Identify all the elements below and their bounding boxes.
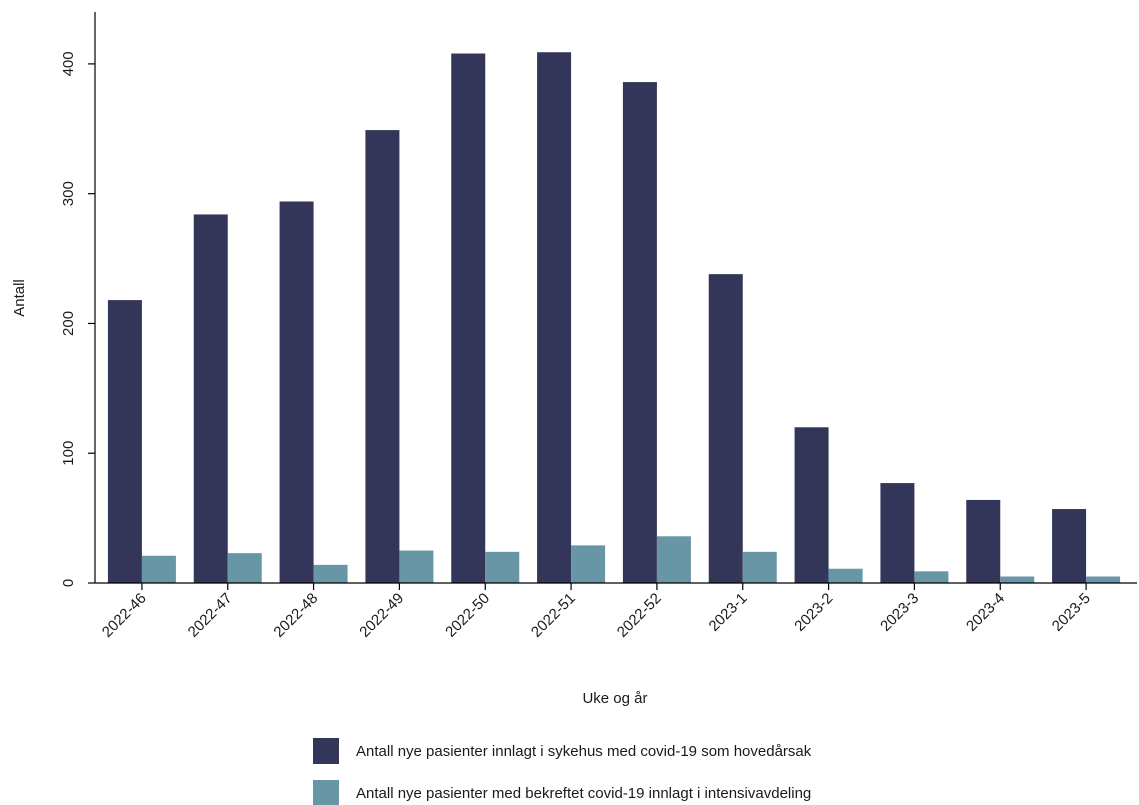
bar-icu [656,536,691,583]
x-tick-label: 2023-4 [963,590,1008,635]
bar-hospital [193,214,228,584]
bar-hospital [966,499,1001,583]
bar-hospital [107,300,142,583]
x-tick-label: 2022-46 [99,590,150,641]
bar-hospital [365,130,400,583]
y-ticks: 0 100 200 300 400 [60,51,95,587]
bar-icu [141,555,176,583]
bar-icu [828,568,863,583]
y-tick-label: 200 [60,311,77,336]
bar-icu [1086,576,1121,583]
bar-icu [1000,576,1035,583]
legend: Antall nye pasienter innlagt i sykehus m… [313,738,812,805]
bar-hospital [451,53,486,583]
bar-icu [313,564,348,583]
bar-icu [399,550,434,583]
x-tick-label: 2023-2 [791,590,836,635]
bar-hospital [279,201,314,583]
x-tick-label: 2022-49 [356,590,407,641]
x-tick-label: 2022-52 [614,590,665,641]
y-axis-title: Antall [11,279,28,317]
y-tick-label: 400 [60,51,77,76]
y-tick-label: 0 [60,579,77,587]
bar-hospital [708,274,743,583]
legend-swatch-icu [313,780,339,805]
x-tick-label: 2022-51 [528,590,579,641]
bars-layer [107,52,1121,584]
bar-icu [571,545,606,583]
legend-swatch-hospital [313,738,339,764]
bar-icu [914,571,949,583]
x-tick-label: 2022-50 [442,590,493,641]
bar-hospital [794,427,829,583]
x-tick-label: 2023-3 [877,590,922,635]
y-tick-label: 100 [60,441,77,466]
bar-hospital [537,52,572,583]
legend-label-icu: Antall nye pasienter med bekreftet covid… [356,785,811,802]
bar-icu [485,551,520,583]
x-ticks: 2022-46 2022-47 2022-48 2022-49 2022-50 2022-… [99,583,1094,641]
x-axis-title: Uke og år [582,690,647,707]
y-tick-label: 300 [60,181,77,206]
x-tick-label: 2022-48 [270,590,321,641]
x-tick-label: 2023-1 [706,590,751,635]
bar-icu [227,553,262,583]
x-tick-label: 2023-5 [1049,590,1094,635]
legend-label-hospital: Antall nye pasienter innlagt i sykehus m… [356,743,812,760]
bar-hospital [1052,509,1087,583]
bar-hospital [622,82,657,583]
bar-hospital [880,483,915,583]
axes-layer [94,12,1137,584]
x-tick-label: 2022-47 [185,590,236,641]
bar-icu [742,551,777,583]
